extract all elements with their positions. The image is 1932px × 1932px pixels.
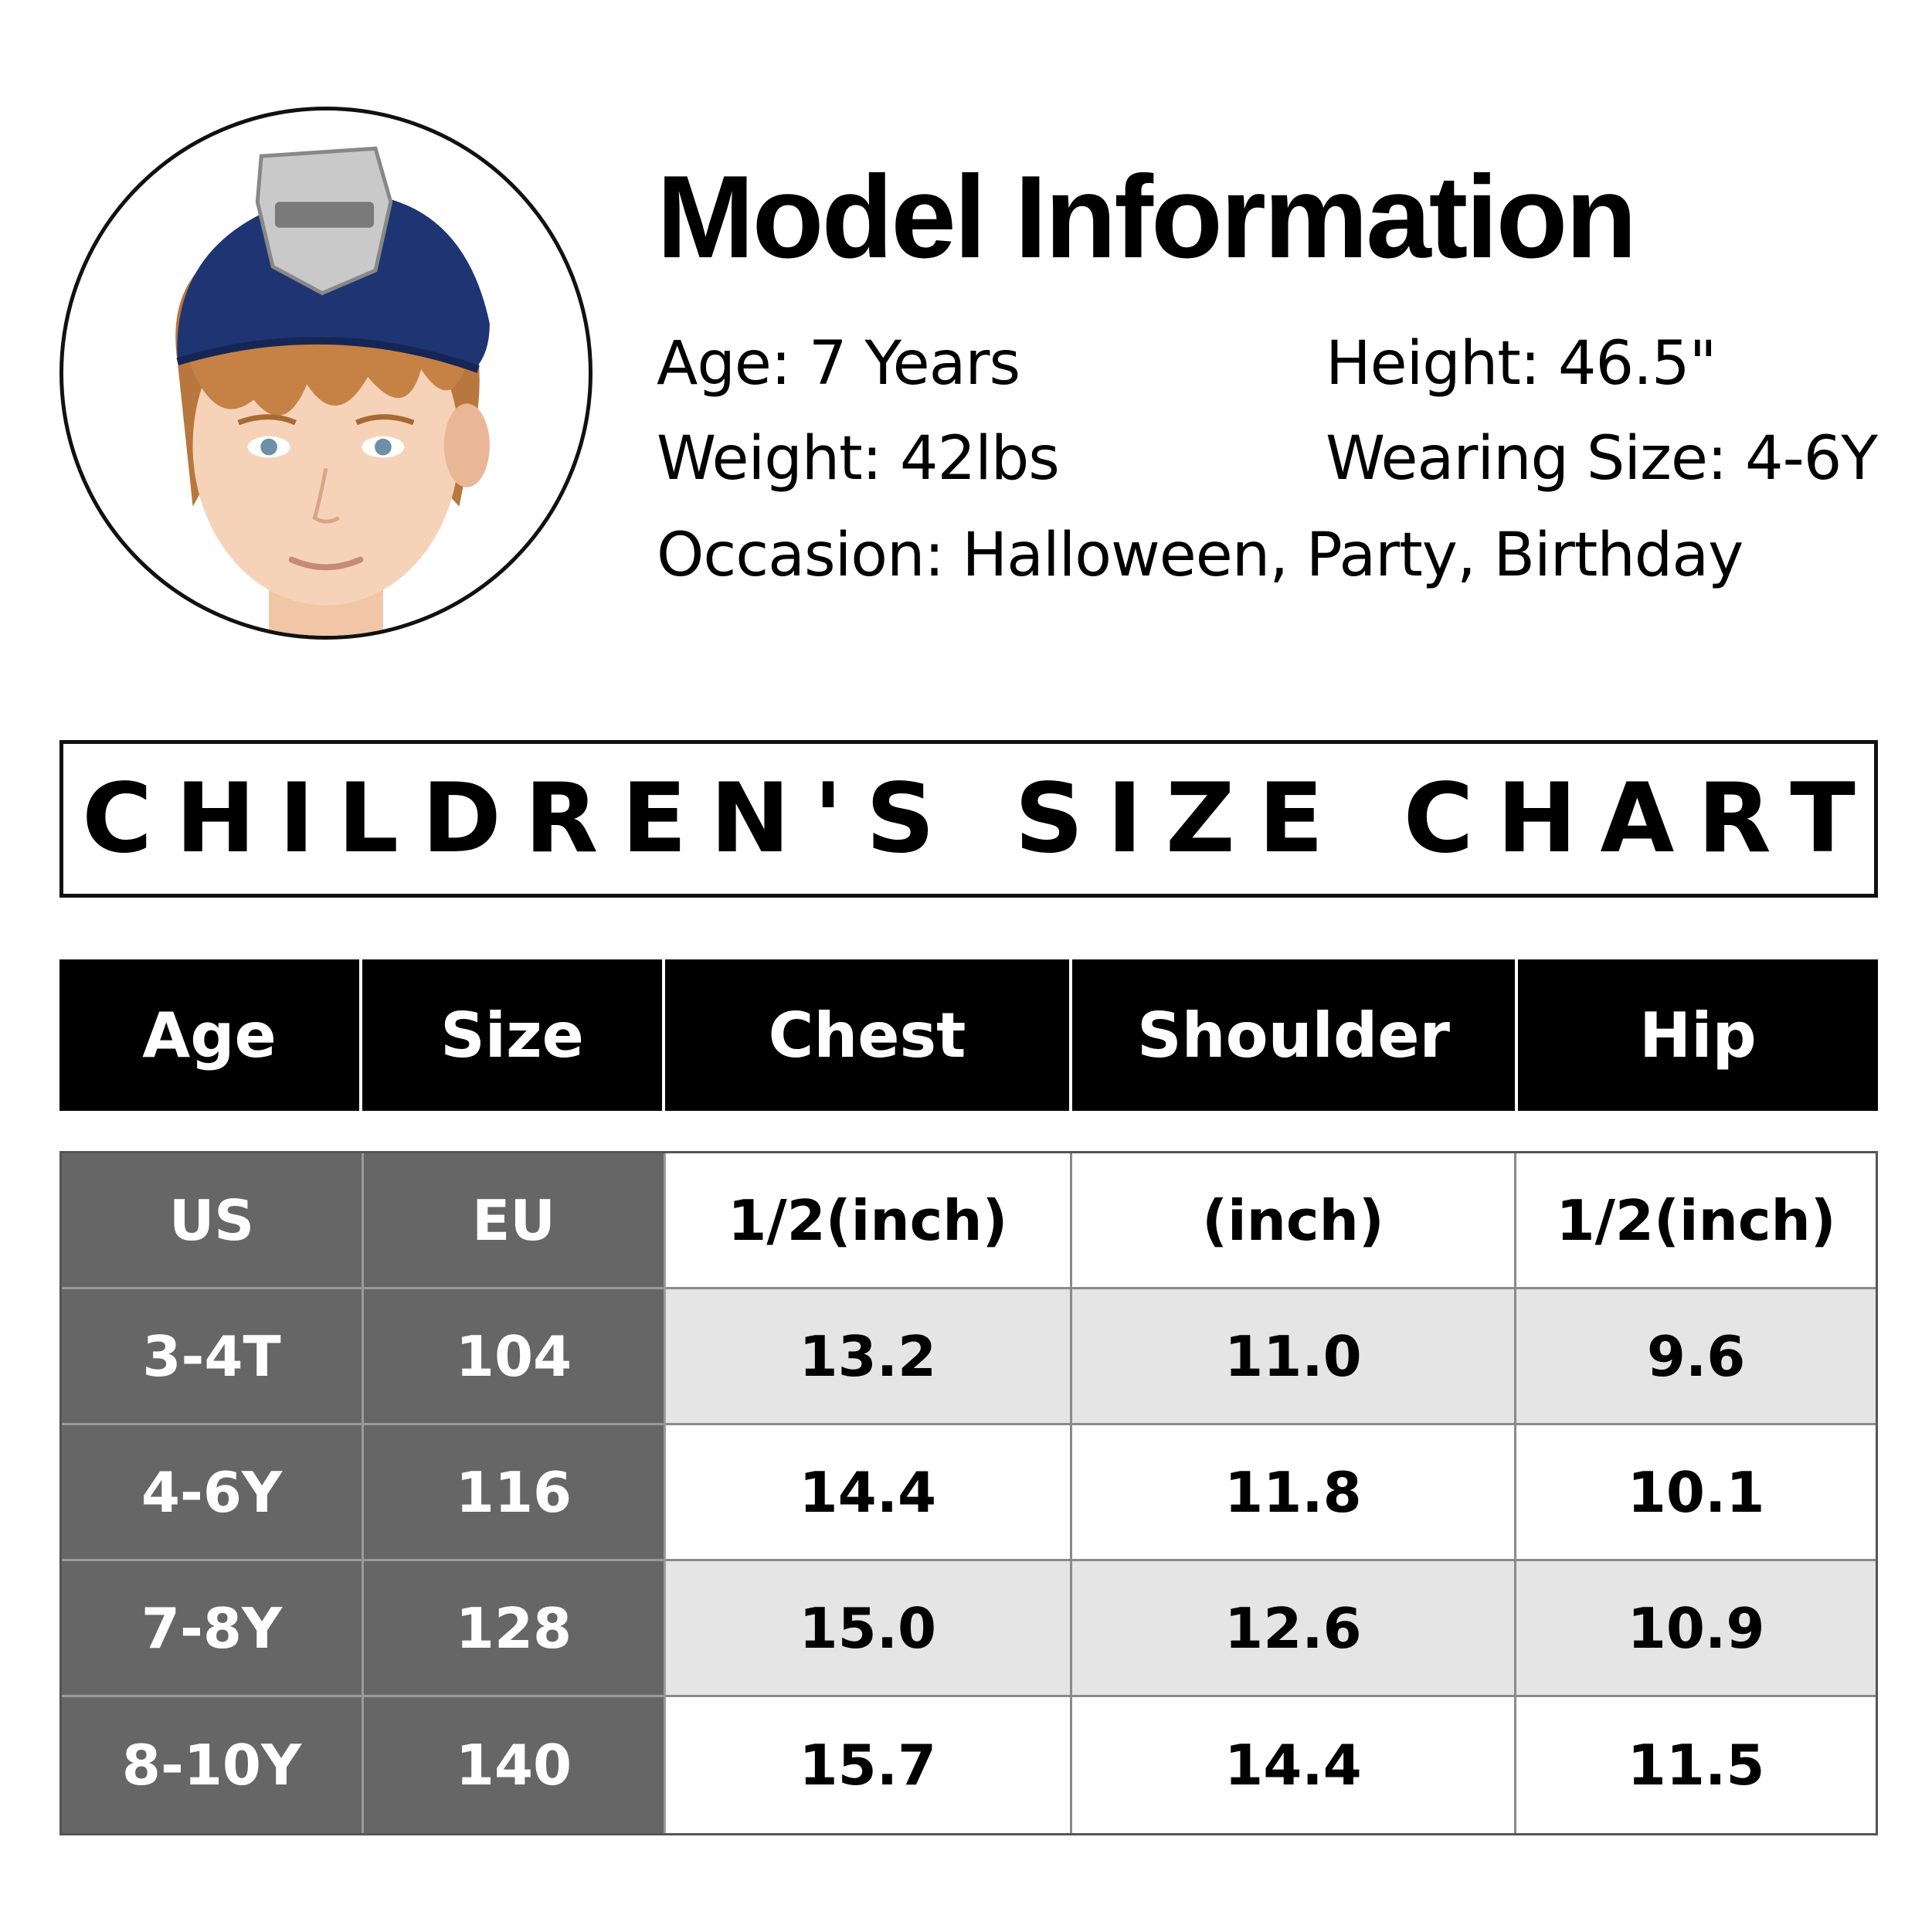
- shoulder-cell: 11.8: [1071, 1425, 1517, 1561]
- chest-cell: 14.4: [666, 1425, 1072, 1561]
- age-cell: 8-10Y: [62, 1697, 364, 1833]
- table-row: 4-6Y 116 14.4 11.8 10.1: [62, 1425, 1876, 1561]
- shoulder-cell: 11.0: [1071, 1289, 1517, 1425]
- size-cell: 116: [364, 1425, 666, 1561]
- header-size: Size: [362, 959, 665, 1111]
- model-occasion: Occasion: Halloween, Party, Birthday: [657, 521, 1744, 590]
- size-chart-banner: CHILDREN'S SIZE CHART: [59, 740, 1878, 898]
- age-cell: 3-4T: [62, 1289, 364, 1425]
- size-chart-title: CHILDREN'S SIZE CHART: [82, 763, 1879, 874]
- size-cell: 104: [364, 1289, 666, 1425]
- hip-cell: 10.9: [1516, 1561, 1876, 1697]
- model-info-title: Model Information: [657, 151, 1637, 283]
- size-chart-header: Age Size Chest Shoulder Hip: [59, 959, 1878, 1111]
- header-age: Age: [59, 959, 362, 1111]
- model-wearing-size: Wearing Size: 4-6Y: [1326, 424, 1878, 494]
- child-photo-icon: [175, 146, 490, 636]
- header-hip: Hip: [1518, 959, 1878, 1111]
- hip-cell: 9.6: [1516, 1289, 1876, 1425]
- model-weight: Weight: 42lbs: [657, 424, 1060, 494]
- model-age: Age: 7 Years: [657, 329, 1020, 399]
- table-row: 7-8Y 128 15.0 12.6 10.9: [62, 1561, 1876, 1697]
- size-chart-table: US EU 1/2(inch) (inch) 1/2(inch) 3-4T 10…: [59, 1151, 1878, 1835]
- unit-cell: 1/2(inch): [1516, 1153, 1876, 1289]
- chest-cell: 13.2: [666, 1289, 1072, 1425]
- age-cell: 4-6Y: [62, 1425, 364, 1561]
- age-cell: 7-8Y: [62, 1561, 364, 1697]
- unit-cell: (inch): [1071, 1153, 1517, 1289]
- shoulder-cell: 14.4: [1071, 1697, 1517, 1833]
- unit-cell: EU: [364, 1153, 666, 1289]
- units-row: US EU 1/2(inch) (inch) 1/2(inch): [62, 1153, 1876, 1289]
- model-height: Height: 46.5": [1326, 329, 1716, 399]
- shoulder-cell: 12.6: [1071, 1561, 1517, 1697]
- chest-cell: 15.0: [666, 1561, 1072, 1697]
- unit-cell: 1/2(inch): [666, 1153, 1072, 1289]
- size-cell: 140: [364, 1697, 666, 1833]
- unit-cell: US: [62, 1153, 364, 1289]
- model-portrait: [59, 107, 593, 640]
- table-row: 3-4T 104 13.2 11.0 9.6: [62, 1289, 1876, 1425]
- hip-cell: 11.5: [1516, 1697, 1876, 1833]
- chest-cell: 15.7: [666, 1697, 1072, 1833]
- size-cell: 128: [364, 1561, 666, 1697]
- hip-cell: 10.1: [1516, 1425, 1876, 1561]
- header-chest: Chest: [665, 959, 1072, 1111]
- header-shoulder: Shoulder: [1072, 959, 1518, 1111]
- table-row: 8-10Y 140 15.7 14.4 11.5: [62, 1697, 1876, 1833]
